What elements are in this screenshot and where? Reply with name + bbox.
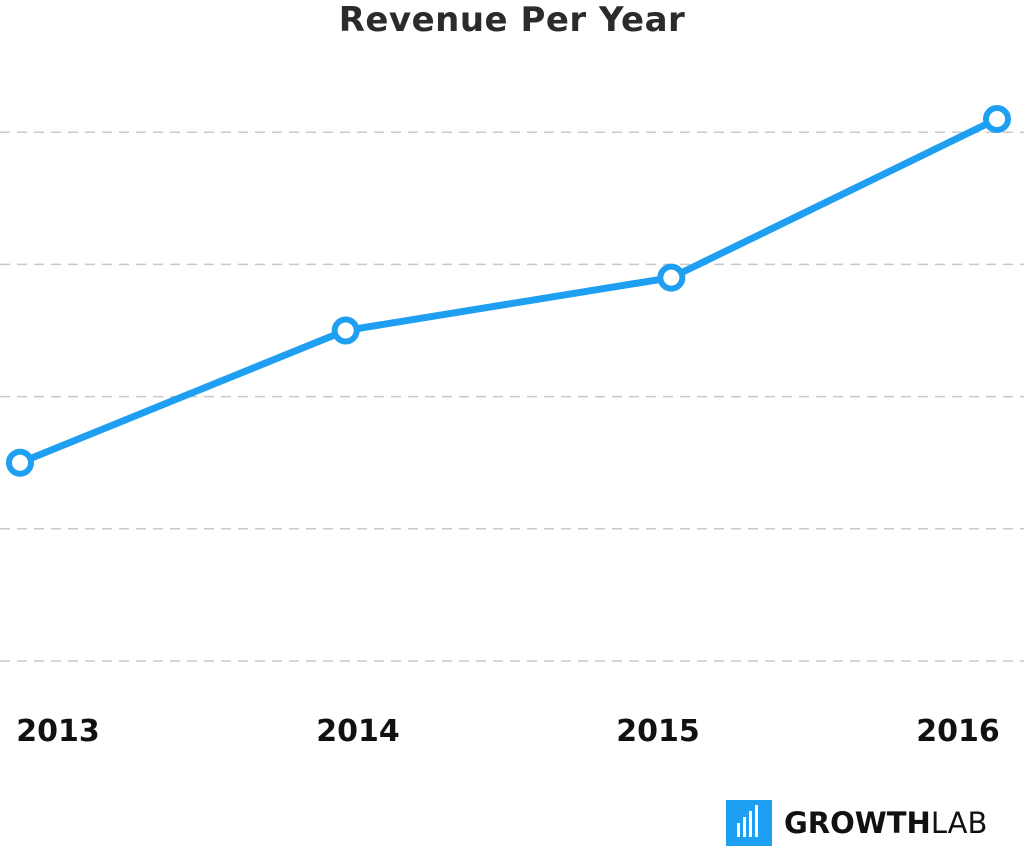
data-point-2016 <box>983 104 1011 133</box>
x-tick-label-2014: 2014 <box>316 714 400 749</box>
series-line-group <box>16 115 1001 467</box>
data-points <box>6 104 1011 477</box>
x-tick-label-2016: 2016 <box>916 714 1000 749</box>
data-point-2013 <box>6 448 34 477</box>
chart-title: Revenue Per Year <box>338 0 686 40</box>
x-tick-label-2015: 2015 <box>616 714 700 749</box>
bar-chart-icon <box>726 800 772 846</box>
gridlines <box>0 131 1024 662</box>
logo-text-bold: GROWTH <box>784 806 931 840</box>
logo-text-light: LAB <box>930 806 988 840</box>
data-point-2014 <box>331 316 360 345</box>
x-tick-label-2013: 2013 <box>16 714 100 749</box>
data-point-2015 <box>657 263 686 292</box>
series-line-0 <box>16 115 1001 467</box>
logo-text: GROWTHLAB <box>784 800 987 846</box>
growthlab-logo: GROWTHLAB <box>726 800 987 846</box>
